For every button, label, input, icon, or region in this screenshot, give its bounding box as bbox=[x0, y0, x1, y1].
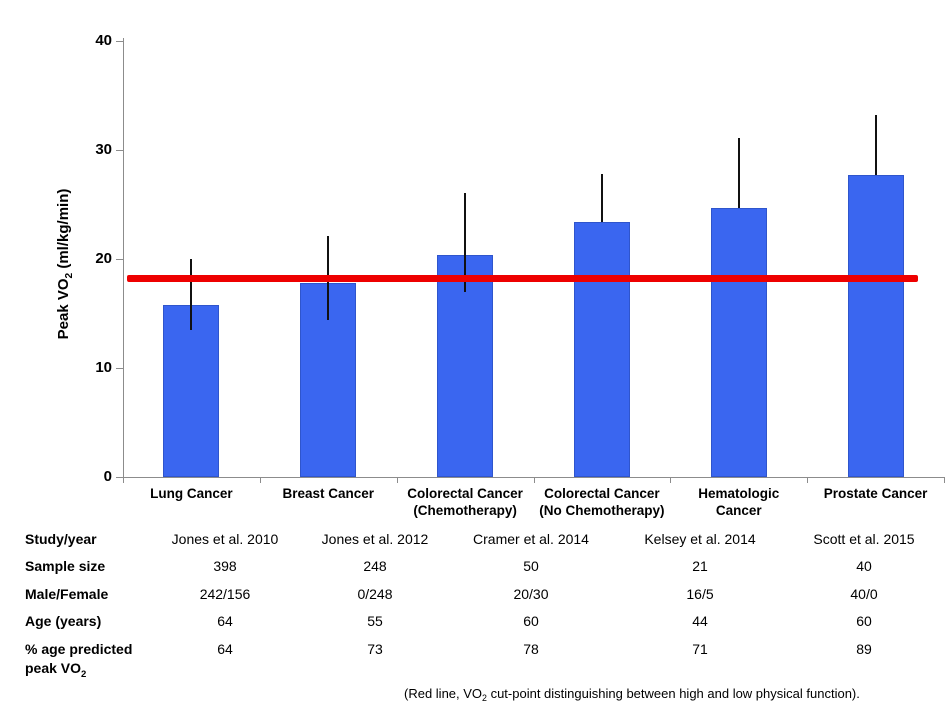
category-label: Breast Cancer bbox=[243, 485, 413, 502]
category-label-line: Colorectal Cancer bbox=[407, 486, 523, 501]
y-axis-title-subscript: 2 bbox=[63, 272, 75, 279]
x-tick-mark bbox=[670, 478, 672, 483]
table-row-label: Sample size bbox=[25, 558, 106, 574]
bar bbox=[437, 254, 494, 477]
category-label-line: Lung Cancer bbox=[150, 486, 233, 501]
y-tick-mark bbox=[116, 259, 123, 260]
table-cell: Jones et al. 2010 bbox=[171, 531, 279, 547]
x-tick-mark bbox=[807, 478, 809, 483]
x-axis bbox=[123, 477, 945, 478]
table-cell: 60 bbox=[856, 613, 872, 629]
category-label: Colorectal Cancer (No Chemotherapy) bbox=[517, 485, 687, 519]
table-cell: 44 bbox=[692, 613, 708, 629]
table-row-label: Study/year bbox=[25, 531, 97, 547]
figure-caption: (Red line, VO2 cut-point distinguishing … bbox=[404, 686, 860, 703]
table-cell: 0/248 bbox=[357, 586, 393, 602]
y-tick-label: 40 bbox=[95, 32, 112, 49]
reference-line bbox=[127, 274, 918, 282]
category-label: Prostate Cancer bbox=[791, 485, 950, 502]
error-bar bbox=[600, 173, 603, 222]
table-cell: 242/156 bbox=[199, 586, 251, 602]
table-cell: 71 bbox=[692, 641, 708, 657]
table-cell: 21 bbox=[692, 558, 708, 574]
table-cell: Kelsey et al. 2014 bbox=[644, 531, 756, 547]
category-label: Lung Cancer bbox=[106, 485, 276, 502]
y-tick-mark bbox=[116, 150, 123, 151]
table-row-label-line2: peak VO2 bbox=[25, 660, 87, 680]
x-tick-mark bbox=[259, 478, 261, 483]
caption-text: (Red line, VO bbox=[404, 686, 483, 701]
bar bbox=[573, 221, 630, 477]
error-bar bbox=[874, 115, 877, 176]
table-cell: 64 bbox=[217, 641, 233, 657]
category-label-line: Cancer bbox=[715, 503, 762, 518]
caption-text-end: cut-point distinguishing between high an… bbox=[486, 686, 860, 701]
y-tick-mark bbox=[116, 368, 123, 369]
y-tick-mark bbox=[116, 477, 123, 478]
bar bbox=[710, 207, 767, 477]
y-tick-label: 20 bbox=[95, 250, 112, 267]
table-cell: 60 bbox=[523, 613, 539, 629]
y-tick-mark bbox=[116, 41, 123, 42]
table-row-label: Age (years) bbox=[25, 613, 102, 629]
table-cell: 89 bbox=[856, 641, 872, 657]
table-cell: 78 bbox=[523, 641, 539, 657]
category-label: Colorectal Cancer (Chemotherapy) bbox=[380, 485, 550, 519]
bar bbox=[163, 304, 220, 477]
table-cell: 40 bbox=[856, 558, 872, 574]
error-bar bbox=[190, 259, 193, 330]
table-cell: 398 bbox=[213, 558, 237, 574]
table-row-label: Male/Female bbox=[25, 586, 109, 602]
table-cell: 40/0 bbox=[850, 586, 878, 602]
x-tick-mark bbox=[123, 478, 124, 483]
y-axis-title-units: (ml/kg/min) bbox=[55, 188, 72, 273]
category-label: Hematologic Cancer bbox=[654, 485, 824, 519]
table-row-label-subscript: 2 bbox=[81, 668, 87, 680]
bar bbox=[847, 175, 904, 477]
table-cell: 20/30 bbox=[513, 586, 549, 602]
table-cell: 55 bbox=[367, 613, 383, 629]
y-axis bbox=[123, 38, 124, 478]
table-cell: 64 bbox=[217, 613, 233, 629]
table-cell: Jones et al. 2012 bbox=[321, 531, 429, 547]
category-label-line: (No Chemotherapy) bbox=[539, 503, 665, 518]
y-axis-title-text: Peak VO bbox=[55, 278, 72, 340]
error-bar bbox=[464, 192, 467, 292]
error-bar bbox=[737, 138, 740, 208]
category-label-line: Prostate Cancer bbox=[823, 486, 928, 501]
category-label-line: Breast Cancer bbox=[282, 486, 375, 501]
x-tick-mark bbox=[944, 478, 945, 483]
table-cell: Scott et al. 2015 bbox=[813, 531, 915, 547]
table-cell: 73 bbox=[367, 641, 383, 657]
category-label-line: Colorectal Cancer bbox=[544, 486, 660, 501]
table-cell: Cramer et al. 2014 bbox=[473, 531, 589, 547]
x-tick-mark bbox=[533, 478, 535, 483]
category-label-line: (Chemotherapy) bbox=[413, 503, 517, 518]
y-tick-label: 0 bbox=[103, 468, 112, 485]
y-tick-label: 10 bbox=[95, 359, 112, 376]
table-cell: 50 bbox=[523, 558, 539, 574]
y-axis-title: Peak VO2 (ml/kg/min) bbox=[55, 46, 77, 482]
x-tick-mark bbox=[396, 478, 398, 483]
caption-subscript: 2 bbox=[482, 693, 487, 704]
category-label-line: Hematologic bbox=[698, 486, 780, 501]
table-row-label: % age predicted bbox=[25, 641, 133, 657]
table-cell: 16/5 bbox=[686, 586, 714, 602]
y-tick-label: 30 bbox=[95, 141, 112, 158]
table-cell: 248 bbox=[363, 558, 387, 574]
